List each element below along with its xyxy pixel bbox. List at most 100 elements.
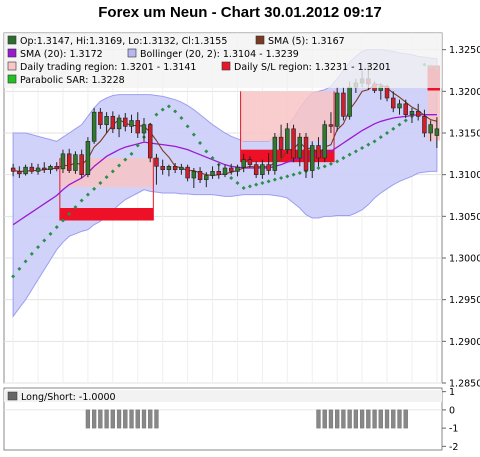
chart-title: Forex um Neun - Chart 30.01.2012 09:17 <box>98 4 382 21</box>
y-tick-label: 1.2950 <box>449 295 480 306</box>
candle-down <box>384 86 390 99</box>
candle-up <box>166 166 172 170</box>
sar-point <box>60 218 65 223</box>
y-tick-label: 1.3050 <box>449 212 480 223</box>
legend-box <box>4 33 442 88</box>
sar-point <box>85 192 90 197</box>
indicator-y-tick-label: -1 <box>449 424 458 435</box>
candle-down <box>66 153 72 171</box>
sar-point <box>48 231 53 236</box>
sar-point <box>360 146 365 150</box>
sar-point <box>154 112 159 117</box>
candle-up <box>285 128 290 150</box>
candle-up <box>141 124 147 134</box>
sar-point <box>110 169 115 174</box>
indicator-bar <box>135 409 140 429</box>
sar-point <box>210 156 215 160</box>
indicator-bar <box>359 409 365 429</box>
legend: Op:1.3147, Hi:1.3169, Lo:1.3132, Cl:1.31… <box>7 35 391 86</box>
sar-point <box>166 104 171 109</box>
candle-down <box>253 164 259 175</box>
indicator-bar <box>116 409 122 429</box>
sar-point <box>160 107 165 112</box>
indicator-bar <box>104 409 109 429</box>
indicator-bar <box>322 409 327 429</box>
indicator-bar <box>91 409 97 429</box>
indicator-bar <box>403 409 408 429</box>
sar-point <box>291 172 296 177</box>
candle-up <box>23 166 28 175</box>
candle-down <box>98 111 103 125</box>
y-tick-label: 1.3100 <box>449 170 480 181</box>
candle-up <box>322 124 327 159</box>
sar-point <box>117 163 122 168</box>
candle-down <box>247 159 253 165</box>
ohlc-icon <box>7 35 17 45</box>
sar-point <box>397 122 402 127</box>
candle-down <box>42 167 47 170</box>
indicator-bar <box>110 409 115 429</box>
indicator-bar <box>347 409 352 429</box>
indicator-bar <box>129 409 134 429</box>
sar-point <box>247 184 252 189</box>
sar-point <box>341 156 346 160</box>
indicator-bar <box>341 409 346 429</box>
candle-down <box>110 116 116 130</box>
indicator-bar <box>98 409 103 429</box>
indicator-bar <box>154 409 159 429</box>
candle-down <box>29 166 35 172</box>
candle-down <box>10 167 16 172</box>
candle-up <box>204 175 209 180</box>
candle-up <box>241 159 246 168</box>
sar-point <box>241 186 246 190</box>
sar-point <box>366 142 371 147</box>
candle-up <box>129 120 134 127</box>
sar-point <box>229 176 234 180</box>
sar-point <box>403 118 408 123</box>
candle-up <box>260 164 265 175</box>
sl-region <box>59 208 154 221</box>
sar-point <box>328 161 333 166</box>
candle-up <box>60 153 66 170</box>
candle-down <box>160 166 165 170</box>
candle-down <box>266 164 271 171</box>
sar-point <box>316 166 321 170</box>
indicator-bar <box>397 409 402 429</box>
indicator-bar <box>366 409 371 429</box>
candle-down <box>422 116 427 134</box>
candle-down <box>316 145 321 159</box>
y-tick-label: 1.2850 <box>449 379 480 390</box>
legend-entry: Daily S/L region: 1.3231 - 1.3201 <box>234 62 391 73</box>
sar-point <box>279 176 284 180</box>
candle-up <box>334 92 340 127</box>
indicator-bar <box>85 409 91 429</box>
sar-point <box>54 225 59 230</box>
sar-point <box>254 182 259 187</box>
candle-down <box>415 111 421 117</box>
candle-up <box>191 171 197 179</box>
indicator-y-axis: 1 0 -1 -2 <box>442 387 458 453</box>
sar-point <box>173 109 178 114</box>
indicator-legend-icon <box>7 391 18 401</box>
sar-point <box>322 164 327 169</box>
legend-entry: SMA (20): 1.3172 <box>20 49 103 60</box>
sar-point <box>17 266 22 271</box>
candle-up <box>347 86 352 117</box>
candle-up <box>116 117 122 130</box>
sar-point <box>191 132 196 137</box>
sar-point <box>391 126 396 131</box>
candle-down <box>17 171 22 175</box>
candle-up <box>222 167 228 175</box>
legend-entry: SMA (5): 1.3167 <box>268 36 345 47</box>
candle-up <box>85 141 91 175</box>
candle-up <box>409 111 415 115</box>
indicator-bar <box>353 409 359 429</box>
sar-point <box>73 205 78 210</box>
y-tick-label: 1.3000 <box>449 254 480 265</box>
indicator-bar <box>148 409 153 429</box>
sar-point <box>266 179 271 184</box>
indicator-bar <box>384 409 390 429</box>
candle-up <box>428 124 433 134</box>
candle-down <box>147 124 153 159</box>
